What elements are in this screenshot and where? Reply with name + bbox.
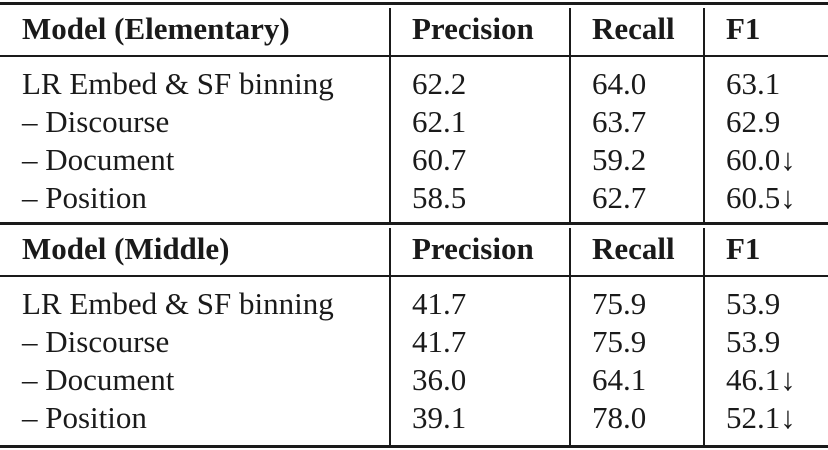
- precision-column-header: Precision: [412, 231, 534, 266]
- f1-cell: 53.9: [726, 286, 781, 321]
- column-separator: [389, 228, 391, 445]
- precision-cell: 41.7: [412, 324, 467, 359]
- f1-column-header: F1: [726, 231, 761, 266]
- model-cell: LR Embed & SF binning: [22, 286, 334, 321]
- table-row: – Discourse 41.7 75.9 53.9: [0, 323, 828, 361]
- f1-cell: 52.1↓: [726, 400, 796, 435]
- table-row: – Position 39.1 78.0 52.1↓: [0, 399, 828, 437]
- recall-cell: 75.9: [592, 324, 647, 359]
- f1-column-header: F1: [726, 11, 761, 46]
- model-cell: LR Embed & SF binning: [22, 66, 334, 101]
- section-header-row: Model (Elementary) Precision Recall F1: [0, 10, 828, 48]
- precision-cell: 62.2: [412, 66, 467, 101]
- column-separator: [389, 8, 391, 222]
- recall-cell: 63.7: [592, 104, 647, 139]
- column-separator: [703, 8, 705, 222]
- table-row: – Position 58.5 62.7 60.5↓: [0, 179, 828, 217]
- recall-cell: 78.0: [592, 400, 647, 435]
- column-separator: [569, 228, 571, 445]
- model-column-header: Model (Elementary): [22, 11, 290, 46]
- model-cell: – Discourse: [22, 324, 170, 359]
- recall-column-header: Recall: [592, 11, 675, 46]
- column-separator: [703, 228, 705, 445]
- section-header-row: Model (Middle) Precision Recall F1: [0, 230, 828, 268]
- precision-cell: 60.7: [412, 142, 467, 177]
- recall-cell: 64.0: [592, 66, 647, 101]
- f1-cell: 53.9: [726, 324, 781, 359]
- model-cell: – Position: [22, 180, 147, 215]
- model-cell: – Discourse: [22, 104, 170, 139]
- f1-cell: 63.1: [726, 66, 781, 101]
- header-rule-1: [0, 55, 828, 57]
- recall-cell: 75.9: [592, 286, 647, 321]
- precision-cell: 36.0: [412, 362, 467, 397]
- recall-column-header: Recall: [592, 231, 675, 266]
- bottom-rule: [0, 445, 828, 448]
- recall-cell: 62.7: [592, 180, 647, 215]
- model-cell: – Position: [22, 400, 147, 435]
- table-row: LR Embed & SF binning 41.7 75.9 53.9: [0, 285, 828, 323]
- table-row: LR Embed & SF binning 62.2 64.0 63.1: [0, 65, 828, 103]
- header-rule-2: [0, 275, 828, 277]
- section-divider-rule: [0, 222, 828, 225]
- model-cell: – Document: [22, 142, 175, 177]
- recall-cell: 59.2: [592, 142, 647, 177]
- f1-cell: 60.0↓: [726, 142, 796, 177]
- table-row: – Discourse 62.1 63.7 62.9: [0, 103, 828, 141]
- top-rule: [0, 2, 828, 5]
- model-column-header: Model (Middle): [22, 231, 230, 266]
- table-row: – Document 36.0 64.1 46.1↓: [0, 361, 828, 399]
- recall-cell: 64.1: [592, 362, 647, 397]
- model-cell: – Document: [22, 362, 175, 397]
- precision-cell: 39.1: [412, 400, 467, 435]
- f1-cell: 60.5↓: [726, 180, 796, 215]
- table-row: – Document 60.7 59.2 60.0↓: [0, 141, 828, 179]
- precision-cell: 62.1: [412, 104, 467, 139]
- precision-cell: 41.7: [412, 286, 467, 321]
- f1-cell: 62.9: [726, 104, 781, 139]
- precision-column-header: Precision: [412, 11, 534, 46]
- column-separator: [569, 8, 571, 222]
- f1-cell: 46.1↓: [726, 362, 796, 397]
- precision-cell: 58.5: [412, 180, 467, 215]
